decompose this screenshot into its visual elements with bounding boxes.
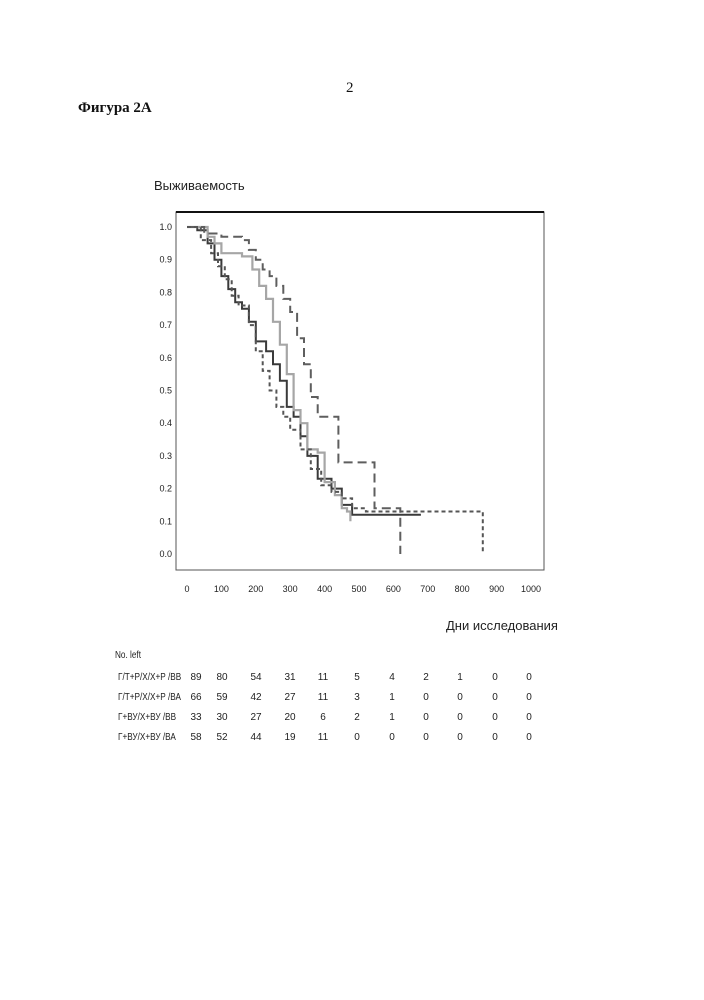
risk-cell: 0 xyxy=(445,712,475,723)
risk-cell: 11 xyxy=(308,672,338,683)
risk-cell: 44 xyxy=(241,732,271,743)
risk-row-label: Г/Т+Р/Х/Х+Р /ВА xyxy=(118,692,181,703)
risk-cell: 11 xyxy=(308,732,338,743)
risk-cell: 1 xyxy=(445,672,475,683)
risk-cell: 20 xyxy=(275,712,305,723)
risk-cell: 2 xyxy=(342,712,372,723)
risk-cell: 0 xyxy=(377,732,407,743)
risk-cell: 42 xyxy=(241,692,271,703)
risk-cell: 2 xyxy=(411,672,441,683)
risk-cell: 1 xyxy=(377,712,407,723)
risk-table-title: No. left xyxy=(115,650,141,661)
risk-cell: 6 xyxy=(308,712,338,723)
risk-cell: 11 xyxy=(308,692,338,703)
risk-cell: 0 xyxy=(514,712,544,723)
risk-cell: 52 xyxy=(207,732,237,743)
risk-cell: 0 xyxy=(480,692,510,703)
risk-cell: 0 xyxy=(514,672,544,683)
risk-cell: 30 xyxy=(207,712,237,723)
risk-cell: 54 xyxy=(241,672,271,683)
risk-cell: 80 xyxy=(207,672,237,683)
risk-cell: 0 xyxy=(411,732,441,743)
risk-row-label: Г+ВУ/Х+ВУ /ВВ xyxy=(118,712,176,723)
risk-cell: 0 xyxy=(342,732,372,743)
risk-cell: 0 xyxy=(514,692,544,703)
risk-cell: 0 xyxy=(480,732,510,743)
risk-cell: 0 xyxy=(480,672,510,683)
risk-cell: 0 xyxy=(445,732,475,743)
risk-cell: 0 xyxy=(411,712,441,723)
risk-cell: 31 xyxy=(275,672,305,683)
risk-cell: 3 xyxy=(342,692,372,703)
risk-cell: 0 xyxy=(514,732,544,743)
risk-cell: 0 xyxy=(480,712,510,723)
risk-row-label: Г/Т+Р/Х/Х+Р /ВВ xyxy=(118,672,181,683)
risk-cell: 0 xyxy=(411,692,441,703)
risk-cell: 5 xyxy=(342,672,372,683)
risk-cell: 0 xyxy=(445,692,475,703)
risk-cell: 19 xyxy=(275,732,305,743)
risk-cell: 27 xyxy=(275,692,305,703)
risk-cell: 59 xyxy=(207,692,237,703)
risk-row-label: Г+ВУ/Х+ВУ /ВА xyxy=(118,732,176,743)
risk-cell: 27 xyxy=(241,712,271,723)
risk-cell: 1 xyxy=(377,692,407,703)
risk-cell: 4 xyxy=(377,672,407,683)
